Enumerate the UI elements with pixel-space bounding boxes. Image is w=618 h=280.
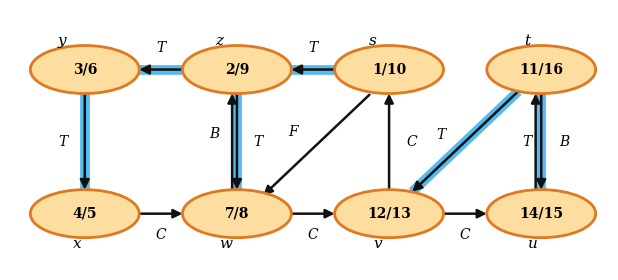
Text: s: s <box>369 34 377 48</box>
Text: C: C <box>460 228 470 242</box>
Ellipse shape <box>30 190 139 238</box>
Ellipse shape <box>334 190 444 238</box>
Text: C: C <box>156 228 166 242</box>
Text: v: v <box>373 237 382 251</box>
Text: C: C <box>308 228 318 242</box>
Ellipse shape <box>182 190 291 238</box>
Text: T: T <box>253 135 262 149</box>
Text: w: w <box>219 237 232 251</box>
Text: T: T <box>308 41 318 55</box>
Ellipse shape <box>487 190 596 238</box>
Text: t: t <box>523 34 530 48</box>
Text: 7/8: 7/8 <box>225 207 249 221</box>
Text: y: y <box>58 34 67 48</box>
Text: T: T <box>522 135 531 149</box>
Text: 14/15: 14/15 <box>519 207 563 221</box>
Ellipse shape <box>334 46 444 94</box>
Text: 4/5: 4/5 <box>72 207 97 221</box>
Text: x: x <box>72 237 81 251</box>
Text: u: u <box>528 237 538 251</box>
Text: 1/10: 1/10 <box>372 62 406 76</box>
Text: C: C <box>407 135 417 149</box>
Ellipse shape <box>30 46 139 94</box>
Text: B: B <box>210 127 219 141</box>
Text: F: F <box>288 125 298 139</box>
Text: T: T <box>156 41 166 55</box>
Text: 2/9: 2/9 <box>225 62 249 76</box>
Text: T: T <box>436 128 446 142</box>
Ellipse shape <box>182 46 291 94</box>
Text: z: z <box>215 34 223 48</box>
Ellipse shape <box>487 46 596 94</box>
Text: B: B <box>559 135 569 149</box>
Text: 11/16: 11/16 <box>519 62 563 76</box>
Text: 3/6: 3/6 <box>72 62 97 76</box>
Text: T: T <box>58 135 67 149</box>
Text: 12/13: 12/13 <box>367 207 411 221</box>
